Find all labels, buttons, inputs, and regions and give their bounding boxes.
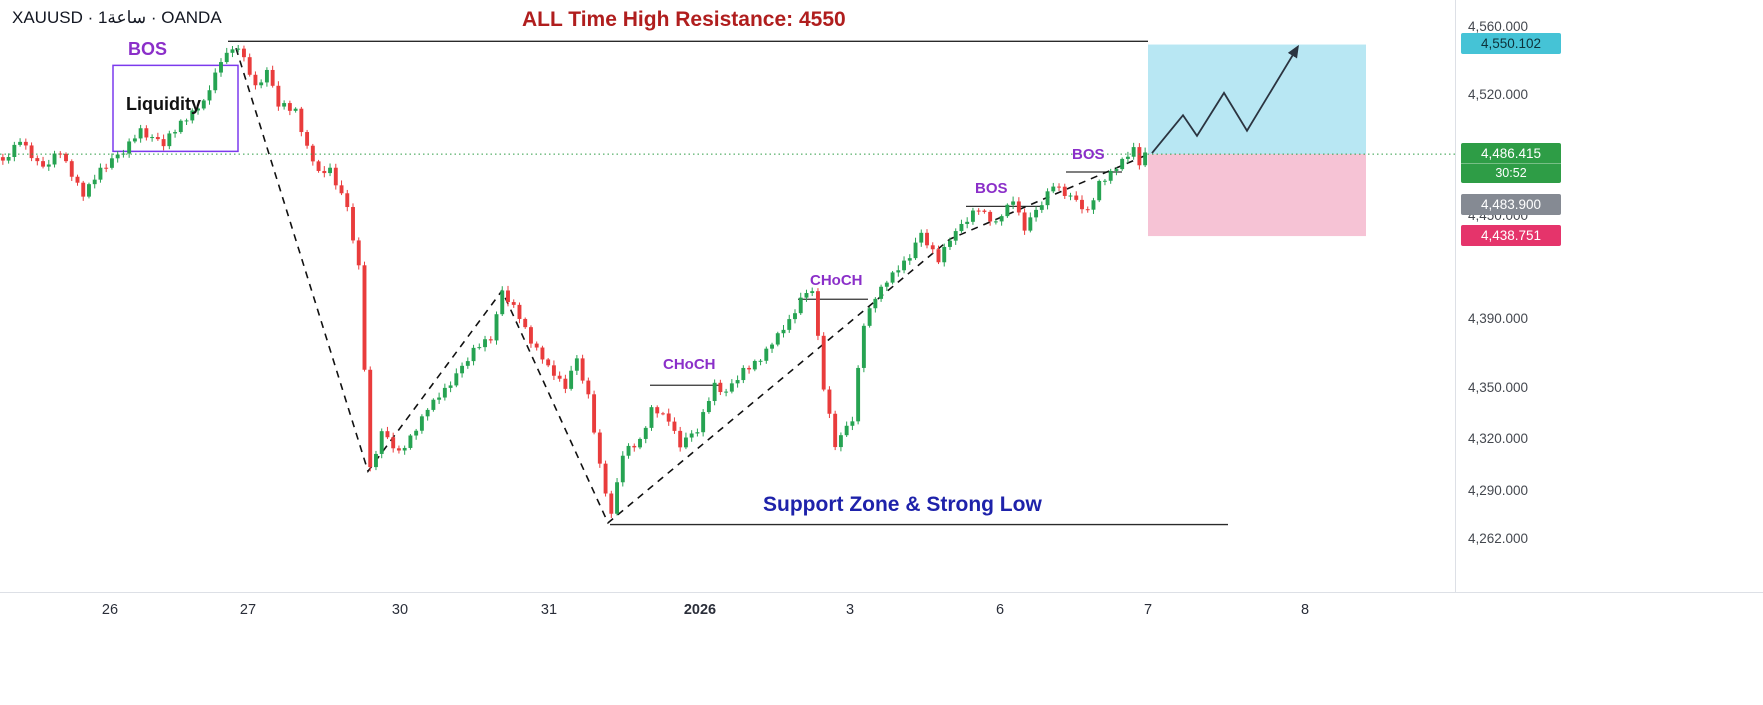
annotation-choch-label-1[interactable]: CHoCH	[663, 356, 716, 373]
time-label-30: 30	[391, 602, 409, 618]
trend-dashed-line[interactable]	[235, 47, 1148, 525]
time-label-6: 6	[995, 602, 1005, 618]
chart-plot-area[interactable]: XAUUSD · 1ساعة · OANDA BOS Liquidity ALL T…	[0, 0, 1455, 592]
price-tick: 4,290.000	[1468, 482, 1529, 498]
bar-countdown: 30:52	[1461, 163, 1561, 180]
symbol-title[interactable]: XAUUSD · 1ساعة · OANDA	[12, 8, 222, 27]
price-tick: 4,390.000	[1468, 310, 1529, 326]
annotation-choch-label-2[interactable]: CHoCH	[810, 272, 863, 289]
time-label-26: 26	[101, 602, 119, 618]
ath-price-badge: 4,550.102	[1461, 33, 1561, 54]
prev-close-badge: 4,483.900	[1461, 194, 1561, 215]
price-tick: 4,520.000	[1468, 87, 1529, 103]
time-label-7: 7	[1143, 602, 1153, 618]
annotation-support-note[interactable]: Support Zone & Strong Low	[763, 493, 1042, 516]
price-tick: 4,560.000	[1468, 18, 1529, 34]
annotation-bos-label-right[interactable]: BOS	[1072, 146, 1105, 163]
annotation-bos-label-top[interactable]: BOS	[128, 39, 168, 59]
time-label-8: 8	[1300, 602, 1310, 618]
candles	[0, 44, 1148, 518]
annotation-resistance-note[interactable]: ALL Time High Resistance: 4550	[522, 8, 846, 31]
time-label-2026: 2026	[683, 602, 717, 618]
time-label-31: 31	[540, 602, 558, 618]
annotation-bos-label-mid[interactable]: BOS	[975, 180, 1008, 197]
current-price-badge: 4,486.415 30:52	[1461, 143, 1561, 183]
price-tick: 4,320.000	[1468, 431, 1529, 447]
target-zone[interactable]	[1148, 44, 1366, 155]
candlestick-canvas[interactable]	[0, 0, 1455, 592]
time-axis[interactable]: 26 27 30 31 2026 3 6 7 8	[0, 592, 1763, 705]
time-label-27: 27	[239, 602, 257, 618]
projection-arrow[interactable]	[1151, 44, 1299, 154]
annotation-liquidity-label[interactable]: Liquidity	[126, 94, 201, 114]
stop-zone[interactable]	[1148, 154, 1366, 237]
alert-price-badge: 4,438.751	[1461, 225, 1561, 246]
time-label-3: 3	[845, 602, 855, 618]
price-tick: 4,350.000	[1468, 379, 1529, 395]
liquidity-box[interactable]	[112, 64, 239, 153]
price-axis[interactable]: 4,560.000 4,520.000 4,450.000 4,390.000 4,35…	[1455, 0, 1763, 592]
price-tick: 4,262.000	[1468, 531, 1529, 547]
